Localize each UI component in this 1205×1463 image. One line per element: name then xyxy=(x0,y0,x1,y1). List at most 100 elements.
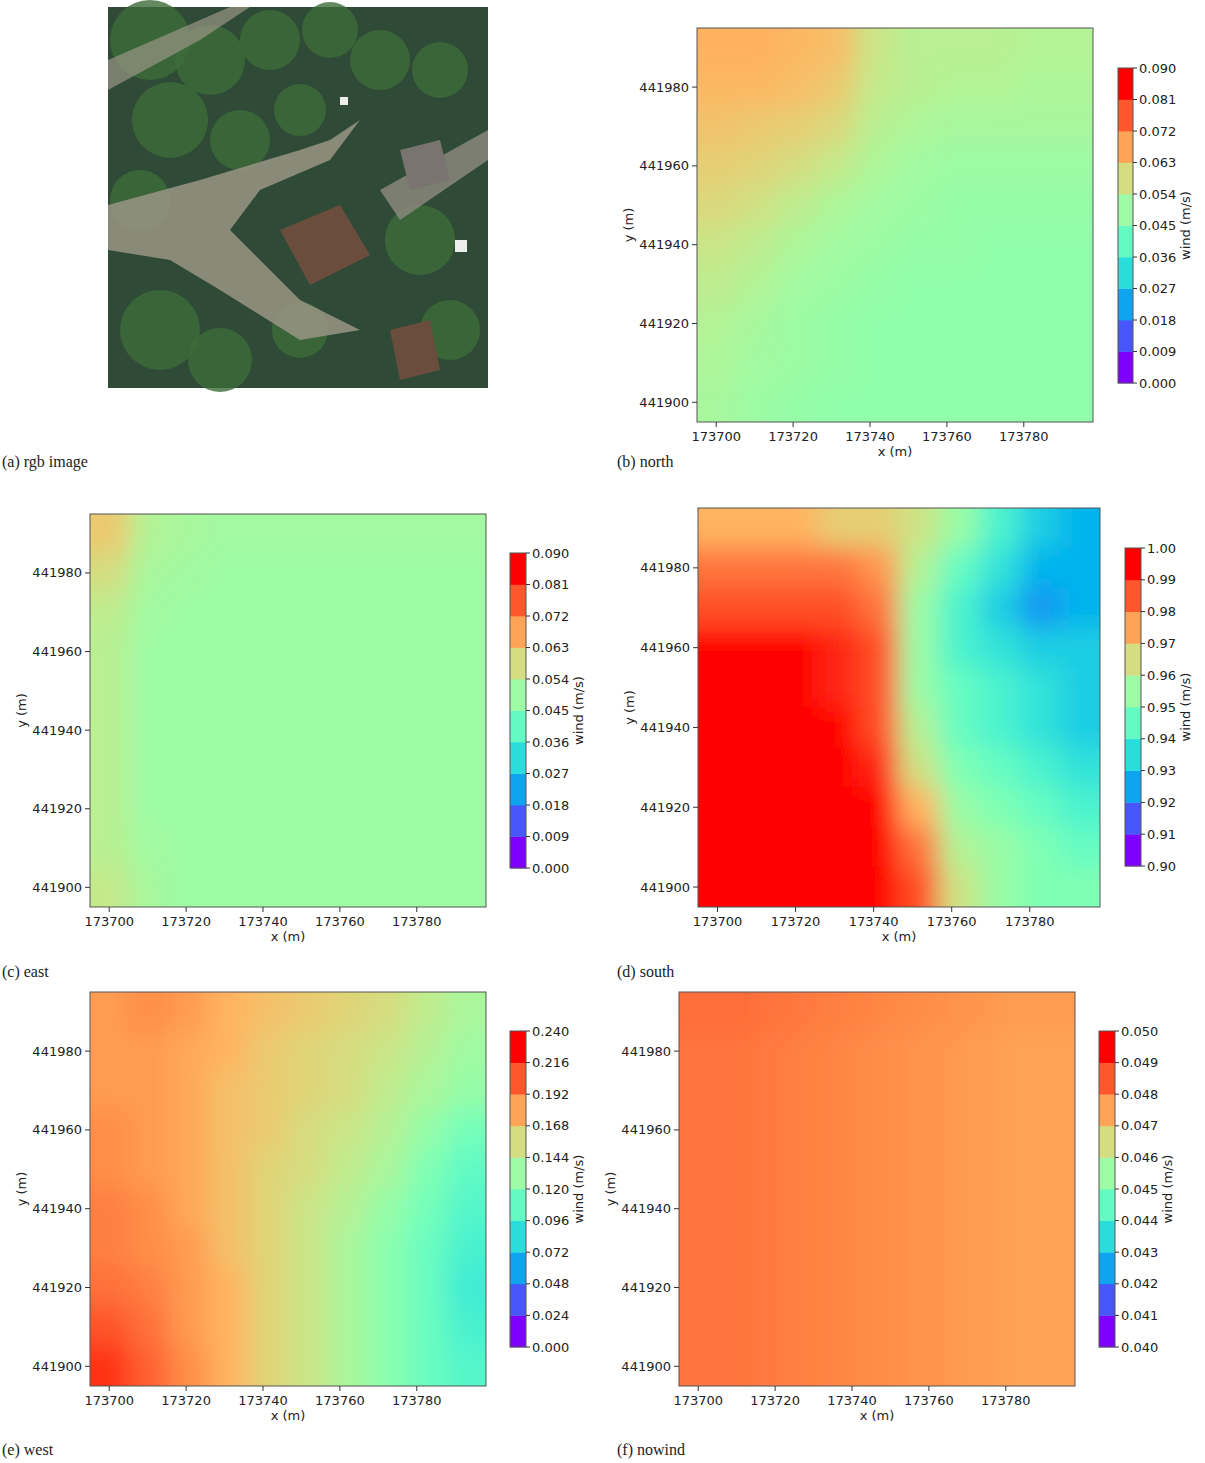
cell xyxy=(407,750,447,790)
heatmap-panel: 173700173720173740173760173780x (m)44190… xyxy=(617,463,1193,981)
colorbar-tick xyxy=(526,710,530,711)
x-tick xyxy=(416,1386,417,1391)
tree xyxy=(240,10,300,70)
colorbar-tick xyxy=(1115,1157,1119,1158)
colorbar-band xyxy=(1099,1315,1115,1347)
cell xyxy=(996,1228,1036,1268)
cell xyxy=(956,1031,996,1071)
cell xyxy=(719,1268,759,1308)
colorbar-frame xyxy=(1099,1031,1115,1347)
cell xyxy=(679,1150,719,1190)
colorbar-band xyxy=(1118,68,1133,100)
y-tick xyxy=(85,1129,90,1130)
colorbar-label: wind (m/s) xyxy=(1160,1155,1175,1224)
cell xyxy=(90,1307,130,1347)
cell xyxy=(446,593,486,633)
x-tick-label: 173720 xyxy=(768,429,818,444)
cell xyxy=(939,508,980,549)
cell xyxy=(816,383,856,422)
cell xyxy=(248,992,288,1032)
cell xyxy=(974,264,1014,304)
colorbar-tick xyxy=(1141,548,1145,549)
cell xyxy=(758,1031,798,1071)
y-tick xyxy=(85,1287,90,1288)
cell xyxy=(288,593,328,633)
colorbar-band xyxy=(1125,548,1141,580)
cell xyxy=(169,1189,209,1229)
roof xyxy=(280,205,370,285)
cell xyxy=(996,1031,1036,1071)
cell xyxy=(169,632,209,672)
colorbar-band xyxy=(1099,1221,1115,1253)
cell xyxy=(130,593,170,633)
colorbar-tick-label: 0.144 xyxy=(532,1150,569,1165)
cell xyxy=(719,1347,759,1386)
cell xyxy=(895,304,935,344)
colorbar-tick xyxy=(526,805,530,806)
plot-frame xyxy=(679,992,1075,1386)
cell xyxy=(996,1347,1036,1386)
cell xyxy=(248,711,288,751)
cell xyxy=(855,107,895,147)
cell xyxy=(877,1071,917,1111)
cell xyxy=(935,343,975,383)
colorbar-tick-label: 0.045 xyxy=(532,703,569,718)
cell xyxy=(1014,264,1054,304)
x-tick xyxy=(698,1386,699,1391)
colorbar-tick-label: 0.047 xyxy=(1121,1118,1158,1133)
x-tick xyxy=(186,907,187,912)
cell xyxy=(798,1031,838,1071)
cell xyxy=(917,1307,957,1347)
colorbar-tick-label: 0.000 xyxy=(532,861,569,876)
colorbar-tick xyxy=(1133,99,1137,100)
cell xyxy=(130,1268,170,1308)
y-tick-label: 441940 xyxy=(32,723,82,738)
colorbar-tick-label: 0.99 xyxy=(1147,572,1176,587)
cell xyxy=(778,668,819,709)
x-tick-label: 173700 xyxy=(693,914,743,929)
colorbar-tick-label: 0.081 xyxy=(532,577,569,592)
colorbar-label: wind (m/s) xyxy=(1178,191,1193,260)
roof xyxy=(390,320,440,380)
cell xyxy=(407,553,447,593)
caption: (a) rgb image xyxy=(2,453,88,471)
cell xyxy=(90,593,130,633)
cell xyxy=(798,1189,838,1229)
x-tick xyxy=(1029,907,1030,912)
cell xyxy=(90,750,130,790)
cell xyxy=(899,787,940,828)
car xyxy=(455,240,467,252)
cell xyxy=(328,553,368,593)
colorbar-band xyxy=(1125,675,1141,707)
y-tick xyxy=(674,1208,679,1209)
cell xyxy=(737,186,777,226)
y-tick xyxy=(693,727,698,728)
cell xyxy=(1053,28,1093,68)
cell xyxy=(698,867,739,907)
colorbar-tick-label: 0.036 xyxy=(532,735,569,750)
cell xyxy=(979,708,1020,749)
cell xyxy=(679,1031,719,1071)
cell xyxy=(859,747,900,788)
colorbar-band xyxy=(1118,320,1133,352)
cell xyxy=(939,548,980,589)
x-tick xyxy=(793,422,794,427)
cell xyxy=(778,827,819,868)
colorbar-tick-label: 0.040 xyxy=(1121,1340,1158,1355)
y-tick-label: 441960 xyxy=(32,1122,82,1137)
cell xyxy=(248,1189,288,1229)
cell xyxy=(288,750,328,790)
y-tick-label: 441980 xyxy=(621,1044,671,1059)
cell xyxy=(288,1071,328,1111)
cell xyxy=(169,553,209,593)
cell xyxy=(209,1228,249,1268)
cell xyxy=(209,1189,249,1229)
cells xyxy=(698,508,1100,907)
colorbar-band xyxy=(1118,352,1133,384)
caption: (f) nowind xyxy=(617,1441,685,1459)
cell xyxy=(837,992,877,1032)
x-tick-label: 173720 xyxy=(161,1393,211,1408)
colorbar-tick-label: 0.000 xyxy=(532,1340,569,1355)
cell xyxy=(367,1268,407,1308)
colorbar-tick xyxy=(1141,770,1145,771)
